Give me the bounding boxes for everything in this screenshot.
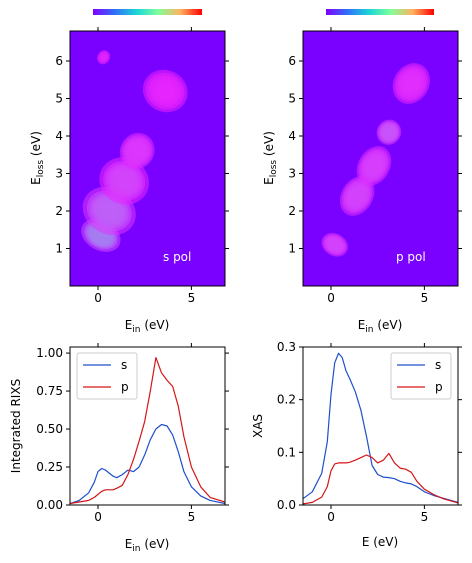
map-p-annotation: p pol (396, 250, 426, 264)
xas-lines (303, 352, 458, 505)
map-p-frame (302, 30, 459, 287)
map-p-intensity (321, 63, 431, 257)
xas-series-s-line (303, 352, 458, 503)
xas-series-p-line (303, 452, 458, 505)
xas-xtick-label: 5 (421, 510, 429, 524)
xas-ytick-label: 0.1 (277, 445, 296, 459)
rixs-ytick-label: 0.00 (36, 498, 63, 512)
map-s-blob-2-level-1 (99, 157, 149, 205)
rixs-ylabel: Integrated RIXS (9, 379, 23, 473)
map-p-blob-0-level-2 (321, 232, 349, 257)
map-s-intensity (81, 50, 188, 252)
rixs-ytick-label: 0.50 (36, 422, 63, 436)
xas-frame (302, 346, 459, 506)
xas-legend: s p (390, 352, 452, 400)
xas-ytick-label: 0.0 (277, 498, 296, 512)
map-s-ytick-label: 3 (55, 167, 63, 181)
rixs-ytick-label: 1.00 (36, 346, 63, 360)
map-s-blob-5-level-7 (97, 50, 111, 65)
rixs-panel: 0 5 0.00 0.25 0.50 0.75 1.00 s p (36, 343, 229, 524)
xas-xtick-label: 0 (327, 510, 335, 524)
map-p-ylabel: Eloss (eV) (262, 131, 279, 185)
map-p-xtick-label: 5 (421, 291, 429, 305)
colorbar-s (93, 9, 202, 15)
rixs-legend-label-p: p (121, 380, 129, 394)
colorbar-p (326, 9, 434, 15)
rixs-axes: 0 5 0.00 0.25 0.50 0.75 1.00 (36, 343, 229, 524)
xas-axes: 0 5 0.0 0.1 0.2 0.3 (277, 340, 462, 524)
map-s-xlabel: Ein (eV) (125, 318, 170, 335)
map-p-ytick-label: 5 (288, 92, 296, 106)
xas-legend-label-p: p (435, 380, 443, 394)
rixs-ytick-label: 0.25 (36, 460, 63, 474)
rixs-frame (69, 346, 226, 506)
map-s-ylabel: Eloss (eV) (29, 131, 46, 185)
map-p-panel: 0 5 1 2 3 4 5 6 p pol (288, 27, 462, 305)
xas-ytick-label: 0.3 (277, 340, 296, 354)
map-p-ytick-label: 4 (288, 129, 296, 143)
rixs-xlabel: Ein (eV) (125, 537, 170, 554)
xas-xlabel: E (eV) (362, 535, 398, 549)
rixs-legend-label-s: s (121, 358, 127, 372)
map-s-axes: 0 5 1 2 3 4 5 6 (55, 27, 229, 305)
xas-ytick-label: 0.2 (277, 393, 296, 407)
map-s-xtick-label: 5 (188, 291, 196, 305)
rixs-lines (70, 357, 225, 505)
map-s-xtick-label: 0 (94, 291, 102, 305)
xas-panel: 0 5 0.0 0.1 0.2 0.3 s p (277, 340, 462, 524)
map-p-ytick-label: 3 (288, 167, 296, 181)
map-s-ytick-label: 4 (55, 129, 63, 143)
map-s-panel: 0 5 1 2 3 4 5 6 s pol (55, 27, 229, 305)
xas-ylabel: XAS (251, 414, 265, 438)
rixs-ytick-label: 0.75 (36, 384, 63, 398)
map-s-ytick-label: 2 (55, 204, 63, 218)
map-p-blob-3-level-2 (376, 119, 402, 145)
rixs-series-s-line (70, 423, 225, 505)
map-s-ytick-label: 5 (55, 92, 63, 106)
map-s-ytick-label: 1 (55, 242, 63, 256)
map-p-xtick-label: 0 (327, 291, 335, 305)
map-s-frame (69, 30, 226, 287)
rixs-xtick-label: 5 (188, 510, 196, 524)
rixs-legend: s p (76, 352, 138, 400)
map-s-annotation: s pol (163, 250, 191, 264)
map-p-ytick-label: 2 (288, 204, 296, 218)
rixs-xtick-label: 0 (94, 510, 102, 524)
map-p-blob-1-level-2 (339, 176, 375, 216)
map-p-axes: 0 5 1 2 3 4 5 6 (288, 27, 462, 305)
map-p-ytick-label: 6 (288, 54, 296, 68)
map-s-blob-3-level-3 (119, 132, 155, 170)
map-p-xlabel: Ein (eV) (358, 318, 403, 335)
map-p-ytick-label: 1 (288, 242, 296, 256)
map-p-blob-4-level-4 (392, 63, 431, 104)
map-s-blob-4-level-5 (142, 69, 188, 113)
xas-legend-label-s: s (435, 358, 441, 372)
rixs-series-p-line (70, 357, 225, 505)
map-p-blob-2-level-2 (356, 146, 392, 186)
map-s-ytick-label: 6 (55, 54, 63, 68)
